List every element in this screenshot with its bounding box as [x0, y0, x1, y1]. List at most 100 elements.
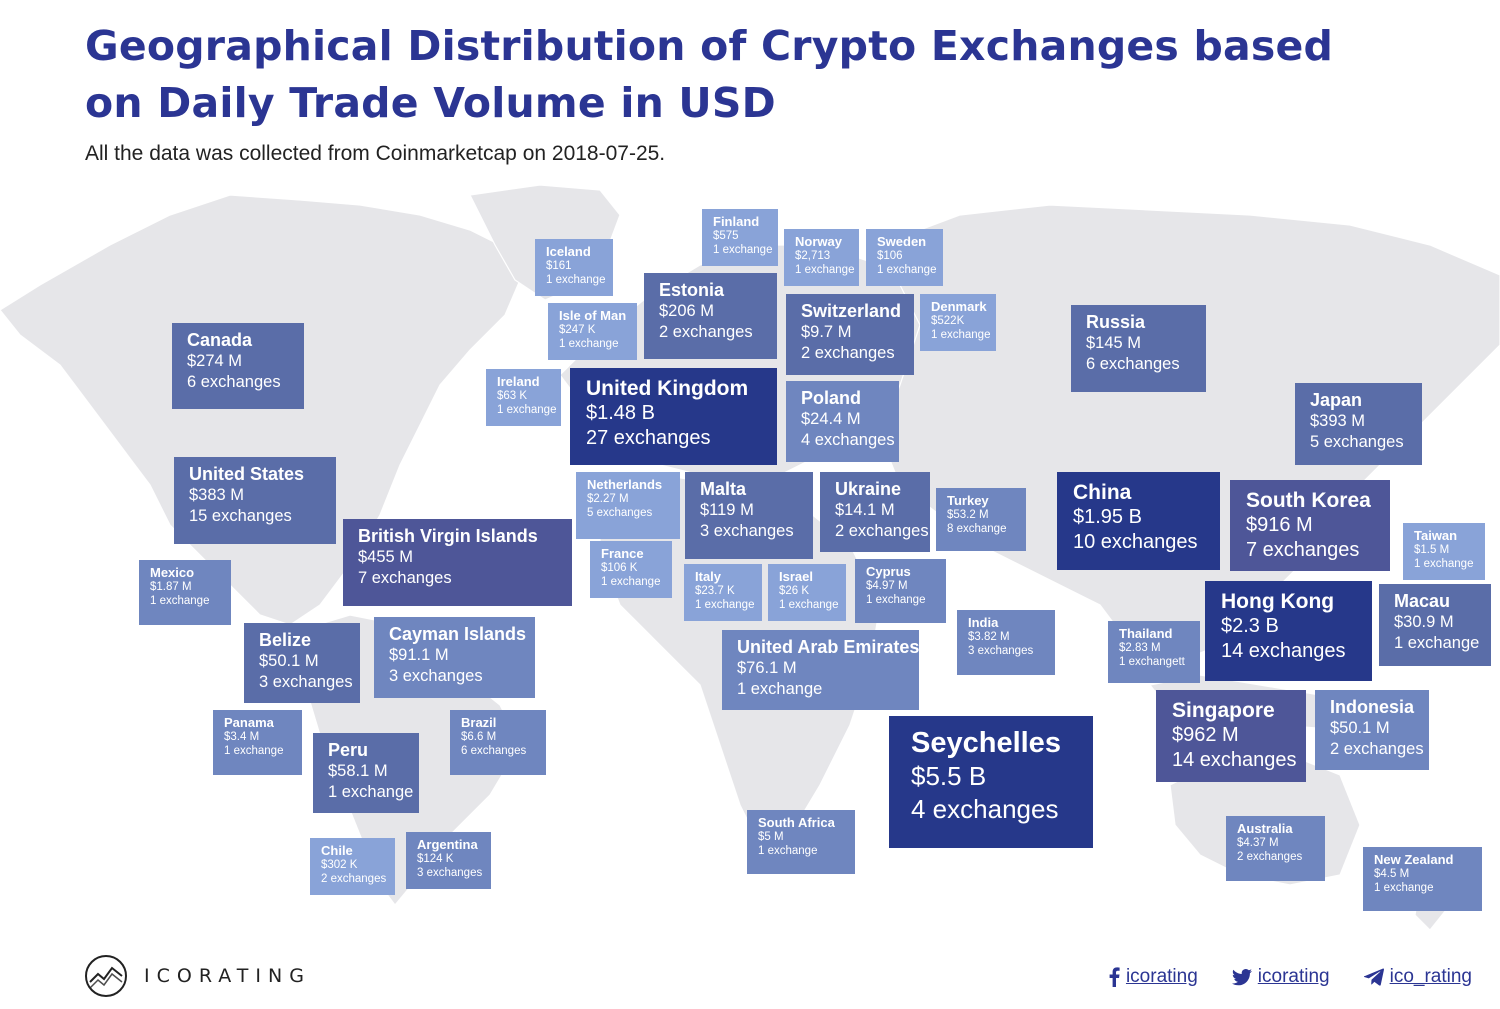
- facebook-label: icorating: [1125, 966, 1198, 987]
- brand-logo[interactable]: ICORATING: [84, 954, 311, 998]
- twitter-label: icorating: [1257, 966, 1330, 987]
- daily-volume: $302 K: [321, 859, 358, 871]
- country-box-netherlands: Netherlands $2.27 M 5 exchanges: [576, 472, 680, 539]
- country-name: Peru: [328, 740, 369, 760]
- country-name: Taiwan: [1414, 528, 1458, 543]
- country-name: Singapore: [1172, 699, 1275, 722]
- country-box-cayman-islands: Cayman Islands $91.1 M 3 exchanges: [374, 617, 535, 698]
- north-america-landmass: [0, 194, 521, 626]
- country-box-sweden: Sweden $106 1 exchange: [866, 229, 943, 286]
- daily-volume: $2.3 B: [1221, 615, 1279, 637]
- exchange-count: 2 exchanges: [1237, 851, 1303, 863]
- country-box-russia: Russia $145 M 6 exchanges: [1071, 305, 1206, 392]
- country-name: Finland: [713, 214, 760, 229]
- country-box-brazil: Brazil $6.6 M 6 exchanges: [450, 710, 546, 775]
- daily-volume: $30.9 M: [1394, 613, 1454, 631]
- daily-volume: $23.7 K: [695, 585, 735, 597]
- exchange-count: 1 exchange: [931, 329, 991, 341]
- country-name: Ireland: [497, 374, 540, 389]
- daily-volume: $50.1 M: [1330, 719, 1390, 737]
- country-name: Argentina: [417, 837, 478, 852]
- chart-line-logo-icon: [85, 955, 127, 997]
- daily-volume: $24.4 M: [801, 410, 861, 428]
- country-name: Chile: [321, 843, 353, 858]
- country-box-turkey: Turkey $53.2 M 8 exchange: [936, 488, 1026, 551]
- country-box-south-africa: South Africa $5 M 1 exchange: [747, 810, 855, 874]
- daily-volume: $9.7 M: [801, 323, 852, 341]
- facebook-icon: [1109, 967, 1120, 987]
- exchange-count: 14 exchanges: [1221, 640, 1346, 662]
- twitter-link[interactable]: icorating: [1231, 966, 1330, 988]
- exchange-count: 6 exchanges: [187, 373, 281, 391]
- daily-volume: $3.4 M: [224, 731, 260, 743]
- country-name: Japan: [1310, 390, 1363, 410]
- exchange-count: 3 exchanges: [968, 645, 1034, 657]
- exchange-count: 1 exchange: [328, 783, 414, 801]
- daily-volume: $2.27 M: [587, 493, 629, 505]
- exchange-count: 1 exchange: [713, 244, 773, 256]
- exchange-count: 2 exchanges: [1330, 740, 1424, 758]
- daily-volume: $916 M: [1246, 514, 1313, 536]
- exchange-count: 5 exchanges: [1310, 433, 1404, 451]
- exchange-count: 1 exchange: [224, 745, 284, 757]
- country-name: Indonesia: [1330, 697, 1415, 717]
- country-box-mexico: Mexico $1.87 M 1 exchange: [139, 560, 231, 625]
- daily-volume: $63 K: [497, 390, 528, 402]
- exchange-count: 6 exchanges: [1086, 355, 1180, 373]
- daily-volume: $119 M: [700, 501, 754, 519]
- daily-volume: $393 M: [1310, 412, 1366, 430]
- country-box-peru: Peru $58.1 M 1 exchange: [313, 733, 419, 813]
- daily-volume: $161: [546, 260, 572, 272]
- country-name: Malta: [700, 479, 747, 499]
- daily-volume: $124 K: [417, 853, 454, 865]
- country-name: Panama: [224, 715, 274, 730]
- exchange-count: 10 exchanges: [1073, 531, 1198, 553]
- country-name: Norway: [795, 234, 842, 249]
- exchange-count: 1 exchange: [546, 274, 606, 286]
- country-box-norway: Norway $2,713 1 exchange: [784, 229, 859, 286]
- exchange-count: 1 exchange: [695, 599, 755, 611]
- page-subtitle: All the data was collected from Coinmark…: [85, 142, 666, 165]
- daily-volume: $26 K: [779, 585, 810, 597]
- exchange-count: 2 exchanges: [321, 873, 387, 885]
- country-name: South Korea: [1246, 489, 1371, 512]
- country-box-finland: Finland $575 1 exchange: [702, 209, 778, 266]
- country-name: Hong Kong: [1221, 590, 1335, 613]
- country-box-isle-of-man: Isle of Man $247 K 1 exchange: [548, 303, 637, 360]
- daily-volume: $274 M: [187, 352, 243, 370]
- exchange-count: 2 exchanges: [801, 344, 895, 362]
- country-box-india: India $3.82 M 3 exchanges: [957, 610, 1055, 675]
- exchange-count: 15 exchanges: [189, 507, 292, 525]
- country-box-new-zealand: New Zealand $4.5 M 1 exchange: [1363, 847, 1482, 911]
- daily-volume: $14.1 M: [835, 501, 895, 519]
- exchange-count: 1 exchange: [737, 680, 823, 698]
- exchange-count: 1 exchange: [150, 595, 210, 607]
- country-box-denmark: Denmark $522K 1 exchange: [920, 294, 996, 351]
- exchange-count: 1 exchange: [758, 845, 818, 857]
- exchange-count: 1 exchange: [1414, 558, 1474, 570]
- daily-volume: $5 M: [758, 831, 784, 843]
- country-name: New Zealand: [1374, 852, 1454, 867]
- exchange-count: 2 exchanges: [659, 323, 753, 341]
- exchange-count: 1 exchange: [795, 264, 855, 276]
- country-name: India: [968, 615, 999, 630]
- daily-volume: $76.1 M: [737, 659, 797, 677]
- country-name: Canada: [187, 330, 253, 350]
- exchange-count: 1 exchange: [497, 404, 557, 416]
- daily-volume: $206 M: [659, 302, 715, 320]
- exchange-count: 5 exchanges: [587, 507, 653, 519]
- country-box-switzerland: Switzerland $9.7 M 2 exchanges: [786, 294, 914, 375]
- daily-volume: $4.37 M: [1237, 837, 1279, 849]
- country-name: Turkey: [947, 493, 989, 508]
- facebook-link[interactable]: icorating: [1108, 966, 1198, 988]
- exchange-count: 27 exchanges: [586, 427, 711, 449]
- daily-volume: $2.83 M: [1119, 642, 1161, 654]
- daily-volume: $962 M: [1172, 724, 1239, 746]
- country-box-united-states: United States $383 M 15 exchanges: [174, 457, 336, 544]
- telegram-link[interactable]: ico_rating: [1363, 966, 1472, 988]
- exchange-count: 3 exchanges: [259, 673, 353, 691]
- country-name: Estonia: [659, 280, 725, 300]
- country-name: Brazil: [461, 715, 497, 730]
- exchange-count: 7 exchanges: [1246, 539, 1360, 561]
- daily-volume: $4.5 M: [1374, 868, 1410, 880]
